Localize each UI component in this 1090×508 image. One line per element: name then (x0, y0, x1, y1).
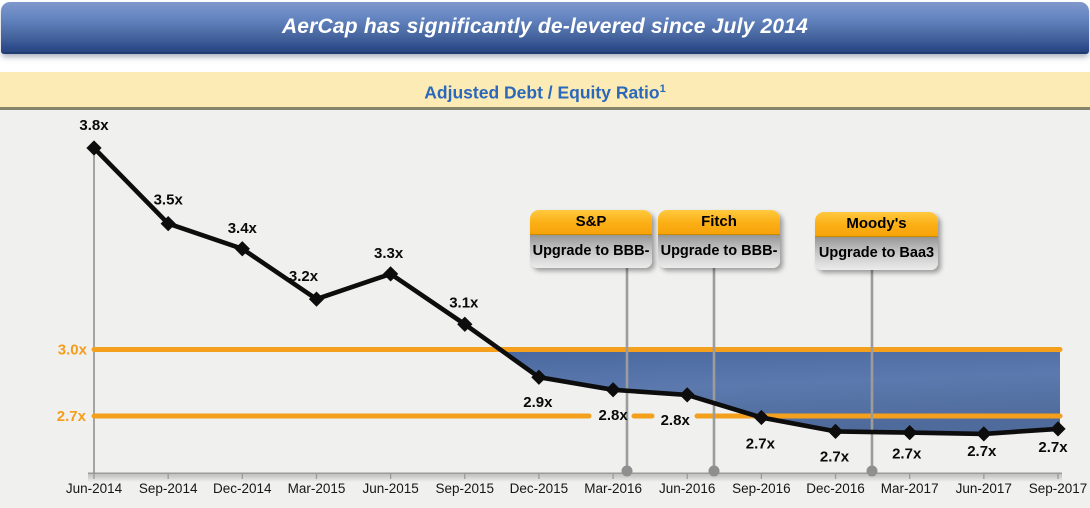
data-point-label: 2.8x (661, 412, 691, 429)
data-point-label: 3.2x (289, 268, 319, 285)
callout-connector-dot (708, 465, 720, 477)
data-point-marker (605, 382, 621, 398)
data-point-marker (902, 424, 918, 441)
x-axis-label: Mar-2017 (881, 481, 939, 496)
data-point-marker (86, 140, 102, 156)
callout-connector-dot (621, 465, 633, 477)
x-axis-label: Jun-2015 (362, 481, 418, 496)
chart-title: Adjusted Debt / Equity Ratio (424, 82, 660, 103)
rating-agency-name: S&P (530, 210, 652, 235)
data-point-marker (976, 426, 992, 442)
x-axis-label: Mar-2016 (584, 481, 642, 496)
data-point-label: 3.3x (374, 245, 404, 262)
data-point-label: 2.7x (892, 446, 922, 463)
callout-connector-dot (866, 465, 878, 477)
data-point-label: 2.8x (598, 407, 628, 424)
slide-title: AerCap has significantly de-levered sinc… (281, 15, 809, 38)
debt-equity-chart: 3.0x 2.7x 3.8x 3.5x 3.4x 3.2x 3.3x 3.1x 2.9x 2.8x… (57, 117, 1088, 496)
x-axis-label: Jun-2014 (66, 481, 123, 496)
chart-area: 3.0x 2.7x 3.8x 3.5x 3.4x 3.2x 3.3x 3.1x 2.9x 2.8x… (0, 110, 1090, 508)
data-point-marker (1050, 421, 1066, 437)
chart-title-bar: Adjusted Debt / Equity Ratio1 (0, 72, 1090, 110)
data-point-marker (679, 387, 695, 403)
data-point-marker (531, 369, 547, 385)
data-point-marker (234, 241, 250, 257)
x-axis-label: Dec-2014 (213, 481, 272, 496)
x-axis-shadow (88, 475, 1062, 482)
rating-upgrade-text: Upgrade to Baa3 (815, 237, 938, 270)
rating-upgrade-callout: Fitch Upgrade to BBB- (658, 210, 780, 268)
rating-agency-name: Fitch (658, 210, 780, 235)
rating-upgrade-callout: S&P Upgrade to BBB- (530, 210, 652, 268)
x-axis-label: Dec-2015 (510, 481, 569, 496)
x-axis-label: Dec-2016 (806, 481, 865, 496)
target-band-area (500, 349, 1061, 434)
data-point-label: 2.7x (967, 443, 997, 460)
data-point-label: 2.7x (820, 448, 850, 465)
x-axis-label: Sep-2015 (436, 481, 495, 496)
reference-line-label: 3.0x (58, 342, 88, 359)
debt-equity-line (91, 145, 1061, 437)
footnote-marker: 1 (659, 83, 666, 95)
data-point-marker (827, 423, 844, 440)
x-axis-label: Sep-2014 (139, 481, 198, 496)
data-point-label: 3.5x (154, 192, 184, 209)
data-point-label: 3.4x (228, 220, 258, 237)
data-point-label: 2.7x (746, 436, 776, 453)
rating-upgrade-text: Upgrade to BBB- (658, 235, 780, 268)
data-point-marker (753, 409, 770, 426)
slide-title-bar: AerCap has significantly de-levered sinc… (1, 2, 1089, 54)
rating-upgrade-callout: Moody's Upgrade to Baa3 (815, 212, 938, 270)
x-axis-label: Jun-2017 (956, 481, 1012, 496)
rating-upgrade-text: Upgrade to BBB- (530, 235, 652, 268)
x-axis-label: Sep-2016 (732, 481, 791, 496)
data-point-label: 2.9x (523, 394, 553, 411)
x-axis-label: Jun-2016 (659, 481, 715, 496)
rating-agency-name: Moody's (815, 212, 938, 237)
reference-line-label: 2.7x (57, 408, 87, 425)
x-axis-label: Sep-2017 (1029, 481, 1088, 496)
data-point-label: 2.7x (1038, 439, 1068, 456)
data-point-marker (160, 215, 176, 232)
data-point-label: 3.1x (449, 294, 479, 311)
x-axis-label: Mar-2015 (288, 481, 346, 496)
data-point-label: 3.8x (79, 117, 109, 134)
